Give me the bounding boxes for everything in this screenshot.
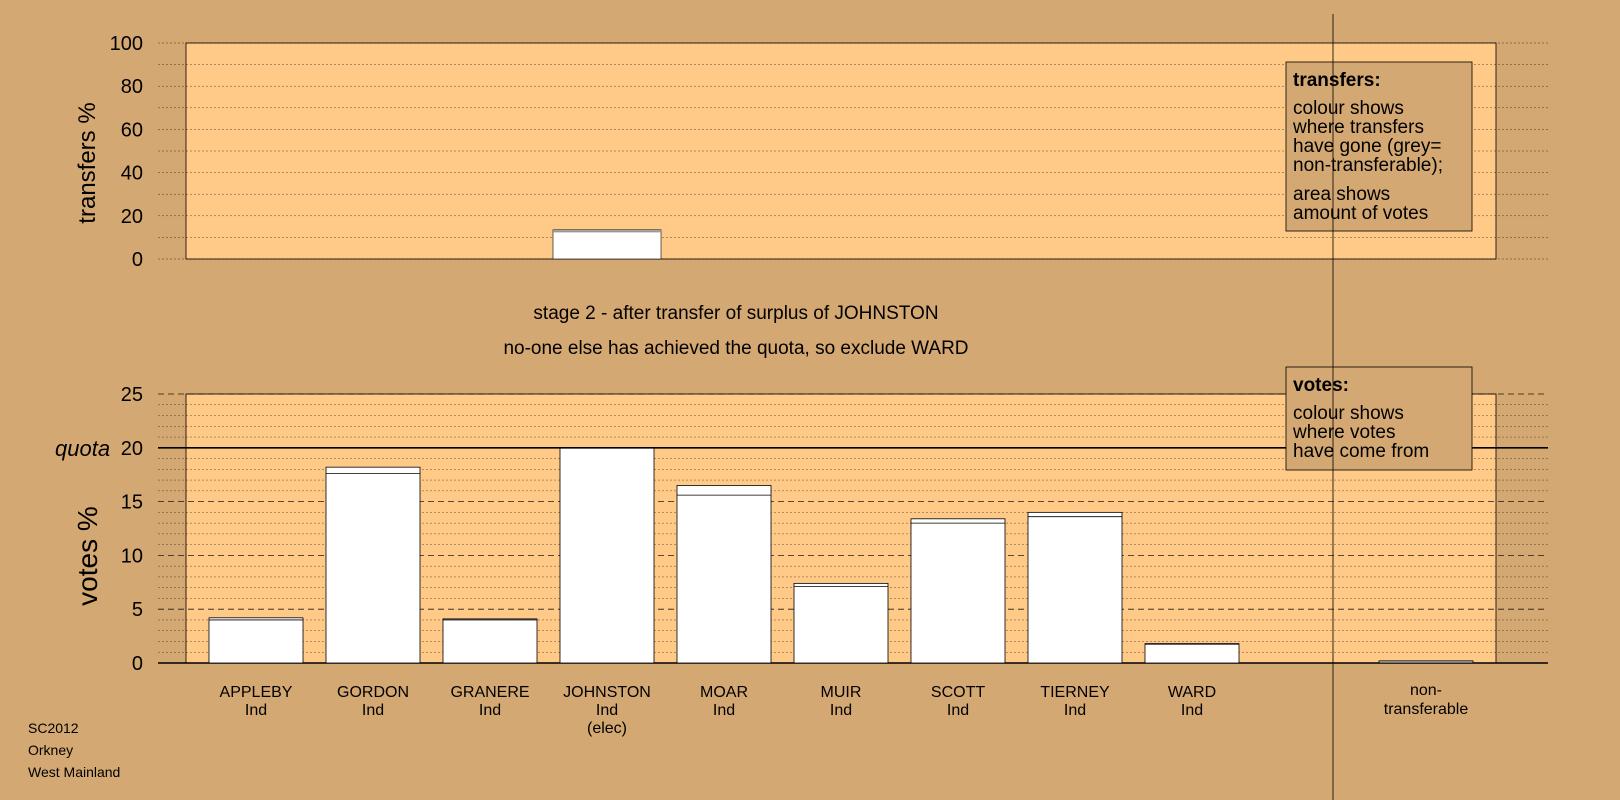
candidate-name: GRANERE (450, 684, 529, 701)
transfers-legend-box (1285, 61, 1473, 232)
votes-y-tick-label: 5 (132, 599, 143, 621)
votes-legend: votes: colour shows where votes have com… (1285, 366, 1473, 471)
vote-bar (910, 518, 1006, 664)
votes-y-tick-label: 0 (132, 653, 143, 675)
transfers-legend-line: colour shows (1293, 98, 1404, 119)
transfers-y-ticks: 0 20 40 60 80 100 (110, 33, 143, 271)
candidate-party: Ind (947, 702, 969, 719)
candidate-name: GORDON (337, 684, 409, 701)
transfers-y-tick-label: 80 (121, 76, 143, 98)
transfers-y-tick-label: 40 (121, 163, 143, 185)
transfers-panel: 0 20 40 60 80 100 transfers % transfers: colo… (74, 33, 1548, 271)
votes-y-tick-label: 10 (121, 545, 143, 567)
candidate-party: Ind (830, 702, 852, 719)
candidate-name: JOHNSTON (563, 684, 651, 701)
transfers-y-tick-label: 60 (121, 119, 143, 141)
votes-legend-box (1285, 366, 1473, 471)
candidate-party: Ind (596, 702, 618, 719)
votes-legend-line: colour shows (1293, 403, 1404, 424)
stage-subtitle: no-one else has achieved the quota, so e… (503, 338, 968, 359)
votes-legend-line: have come from (1293, 441, 1429, 462)
candidate-party: Ind (1181, 702, 1203, 719)
candidate-status: (elec) (587, 720, 627, 737)
candidate-party: Ind (362, 702, 384, 719)
candidate-name: WARD (1168, 684, 1216, 701)
transfers-legend-line: have gone (grey= (1293, 136, 1441, 157)
transfers-bars (552, 229, 662, 260)
candidate-name: TIERNEY (1040, 684, 1110, 701)
candidate-name: MUIR (821, 684, 862, 701)
vote-bar (208, 617, 304, 664)
candidate-party: Ind (479, 702, 501, 719)
vote-bar (676, 485, 772, 664)
transfers-legend: transfers: colour shows where transfers … (1285, 61, 1473, 232)
vote-bar (1027, 511, 1123, 664)
vote-bar (442, 618, 538, 664)
transfers-y-tick-label: 0 (132, 249, 143, 271)
vote-bar (793, 582, 889, 664)
vote-bar (325, 466, 421, 664)
stage-title: stage 2 - after transfer of surplus of J… (533, 303, 938, 324)
candidate-labels: APPLEBYIndGORDONIndGRANEREIndJOHNSTONInd… (220, 682, 1469, 737)
votes-legend-line: where votes (1292, 422, 1395, 443)
transfers-y-tick-label: 20 (121, 206, 143, 228)
candidate-party: Ind (713, 702, 735, 719)
votes-legend-heading: votes: (1293, 375, 1349, 396)
votes-y-ticks: 0 5 10 15 20 25 (121, 384, 143, 675)
nontransferable-bar (1378, 660, 1474, 664)
vote-bar (1144, 643, 1240, 664)
vote-bar (559, 447, 655, 664)
footer-ward: West Mainland (28, 764, 120, 780)
transfers-legend-line: area shows (1293, 184, 1390, 205)
candidate-party: Ind (245, 702, 267, 719)
transfers-y-axis-label: transfers % (74, 102, 101, 223)
candidate-name: APPLEBY (220, 684, 293, 701)
transfers-legend-heading: transfers: (1293, 70, 1381, 91)
candidate-party: Ind (1064, 702, 1086, 719)
transfers-legend-line: amount of votes (1293, 203, 1428, 224)
votes-bars (208, 447, 1474, 664)
nontransferable-label: transferable (1384, 701, 1469, 718)
transfer-bar (552, 229, 662, 260)
quota-label: quota (55, 436, 110, 461)
votes-y-tick-label: 20 (121, 438, 143, 460)
transfers-plot-area (185, 42, 1497, 260)
votes-y-tick-label: 25 (121, 384, 143, 406)
candidate-name: MOAR (700, 684, 748, 701)
footer-council: Orkney (28, 742, 73, 758)
transfers-y-tick-label: 100 (110, 33, 143, 55)
footer-election: SC2012 (28, 720, 79, 736)
transfers-legend-line: where transfers (1292, 117, 1424, 138)
votes-y-axis-label: votes % (72, 506, 103, 606)
candidate-name: SCOTT (931, 684, 985, 701)
votes-y-tick-label: 15 (121, 492, 143, 514)
transfers-legend-line: non-transferable); (1293, 155, 1443, 176)
nontransferable-label: non- (1410, 682, 1442, 699)
